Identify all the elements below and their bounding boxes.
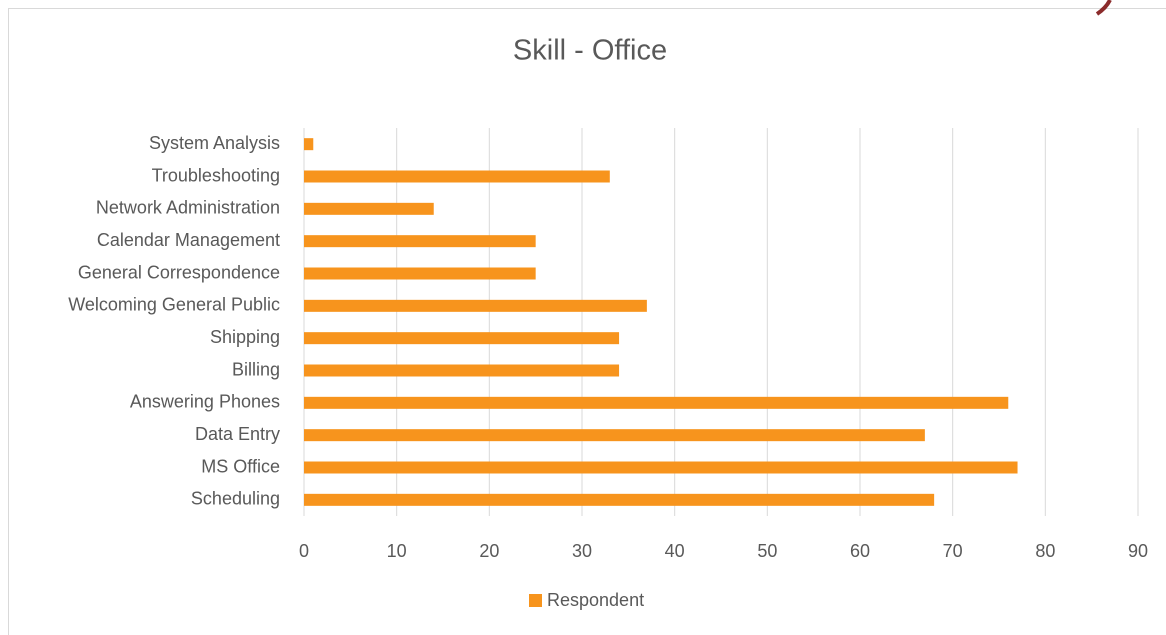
y-tick-label: Troubleshooting (152, 165, 280, 185)
bar (304, 170, 610, 183)
bar (304, 202, 434, 215)
bar (304, 429, 925, 442)
x-tick-label: 10 (387, 541, 407, 561)
y-tick-label: MS Office (201, 456, 280, 476)
y-tick-label: Calendar Management (97, 230, 280, 250)
x-tick-label: 40 (665, 541, 685, 561)
bar (304, 267, 536, 280)
bar (304, 299, 647, 312)
x-tick-label: 20 (479, 541, 499, 561)
bar (304, 332, 620, 345)
chart-frame (8, 8, 1166, 635)
y-tick-label: Answering Phones (130, 392, 280, 412)
bar (304, 235, 536, 248)
bar (304, 364, 620, 377)
y-tick-label: System Analysis (149, 133, 280, 153)
y-tick-label: General Correspondence (78, 262, 280, 282)
legend-swatch (529, 594, 542, 607)
y-tick-label: Data Entry (195, 424, 280, 444)
bar (304, 138, 314, 151)
chart-title: Skill - Office (513, 35, 667, 67)
y-tick-label: Billing (232, 359, 280, 379)
legend-label: Respondent (547, 590, 644, 610)
x-tick-label: 60 (850, 541, 870, 561)
x-tick-label: 0 (299, 541, 309, 561)
bar (304, 396, 1009, 409)
bar (304, 461, 1018, 474)
y-tick-label: Shipping (210, 327, 280, 347)
x-tick-label: 70 (943, 541, 963, 561)
x-tick-label: 30 (572, 541, 592, 561)
x-tick-label: 50 (757, 541, 777, 561)
y-tick-label: Scheduling (191, 489, 280, 509)
y-tick-label: Welcoming General Public (68, 295, 280, 315)
y-tick-label: Network Administration (96, 198, 280, 218)
x-tick-label: 80 (1035, 541, 1055, 561)
bar (304, 493, 935, 506)
decoration (1095, 0, 1112, 16)
x-tick-label: 90 (1128, 541, 1148, 561)
